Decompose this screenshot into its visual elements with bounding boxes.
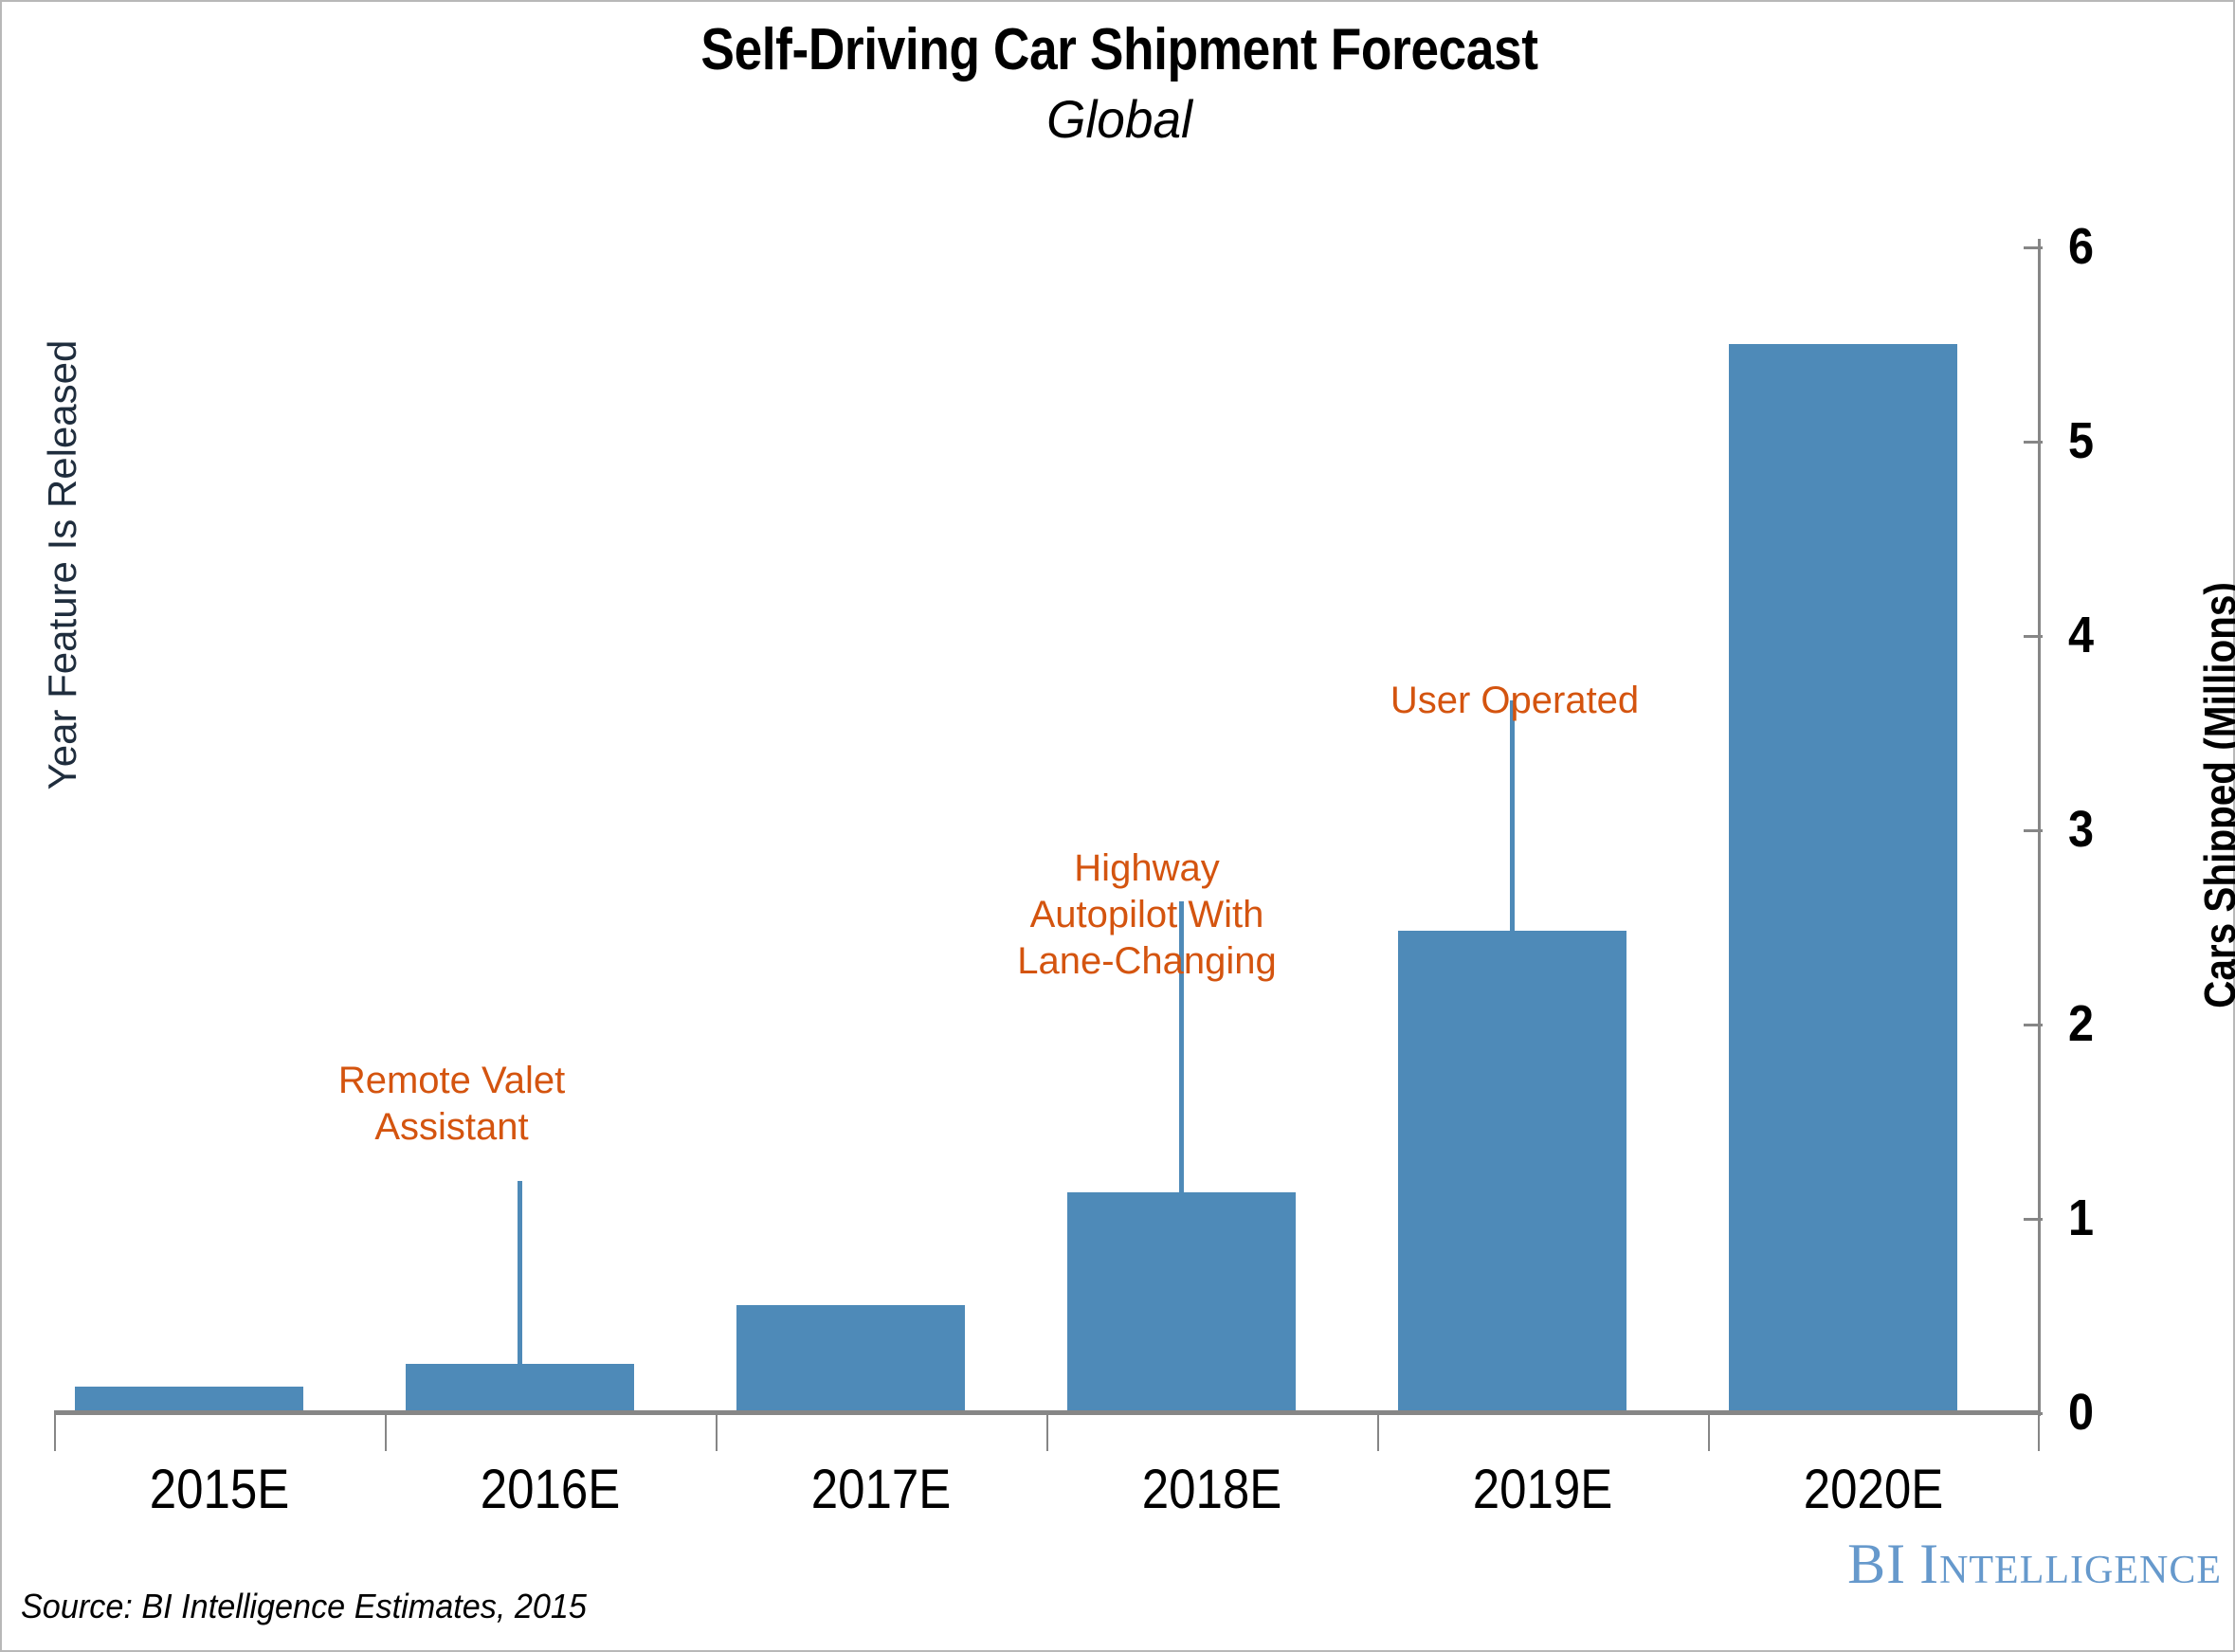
y-tick-mark-2 (2024, 1024, 2043, 1026)
y-tick-mark-5 (2024, 441, 2043, 444)
bar-2017e[interactable] (736, 1305, 965, 1412)
logo-rest-text: Intelligence (1919, 1533, 2222, 1595)
right-axis-title: Cars Shipped (Millions) (2195, 582, 2235, 1008)
bar-2019e[interactable] (1398, 931, 1626, 1412)
annotation-user-operated: User Operated (1390, 680, 1640, 721)
x-tick-label-2016e: 2016E (480, 1459, 621, 1520)
y-tick-label-3: 3 (2068, 801, 2095, 858)
source-note: Source: BI Intelligence Estimates, 2015 (21, 1587, 587, 1625)
x-tick-label-2018e: 2018E (1141, 1459, 1282, 1520)
x-separator-0 (54, 1415, 56, 1451)
annotation-highway-autopilot: Highway Autopilot With Lane-Changing (1017, 847, 1277, 982)
x-separator-1 (385, 1415, 387, 1451)
x-separator-5 (1708, 1415, 1710, 1451)
connector-line-2019e (1510, 700, 1515, 931)
y-axis-line (2038, 239, 2041, 1416)
y-tick-mark-1 (2024, 1218, 2043, 1221)
bar-2018e[interactable] (1067, 1192, 1296, 1412)
x-separator-3 (1046, 1415, 1048, 1451)
x-separator-2 (716, 1415, 718, 1451)
y-tick-label-0: 0 (2068, 1384, 2095, 1441)
chart-subtitle: Global (1046, 89, 1192, 150)
page-title: Self-Driving Car Shipment Forecast (700, 17, 1538, 82)
logo-lead-text: BI (1847, 1533, 1907, 1595)
bar-2020e[interactable] (1729, 344, 1957, 1412)
connector-line-2018e (1179, 901, 1184, 1192)
y-tick-label-1: 1 (2068, 1189, 2095, 1246)
y-tick-label-5: 5 (2068, 412, 2095, 469)
x-separator-4 (1377, 1415, 1379, 1451)
bar-2016e[interactable] (406, 1364, 634, 1412)
x-separator-6 (2038, 1415, 2040, 1451)
x-tick-label-2017e: 2017E (810, 1459, 952, 1520)
x-tick-label-2020e: 2020E (1803, 1459, 1944, 1520)
y-tick-mark-3 (2024, 829, 2043, 832)
y-tick-mark-4 (2024, 635, 2043, 638)
x-tick-label-2015e: 2015E (149, 1459, 290, 1520)
y-tick-label-6: 6 (2068, 218, 2095, 275)
connector-line-2016e (518, 1181, 522, 1364)
plot-area (54, 246, 2040, 1412)
x-axis-line (54, 1410, 2040, 1415)
x-tick-label-2019e: 2019E (1472, 1459, 1613, 1520)
y-tick-label-4: 4 (2068, 607, 2095, 663)
y-tick-mark-6 (2024, 246, 2043, 249)
y-tick-label-2: 2 (2068, 995, 2095, 1052)
bi-intelligence-logo: BI Intelligence (1847, 1532, 2222, 1597)
annotation-remote-valet-assistant: Remote Valet Assistant (337, 1060, 566, 1148)
bar-2015e[interactable] (75, 1387, 303, 1412)
chart-title-block: Self-Driving Car Shipment Forecast Globa… (2, 19, 2235, 153)
